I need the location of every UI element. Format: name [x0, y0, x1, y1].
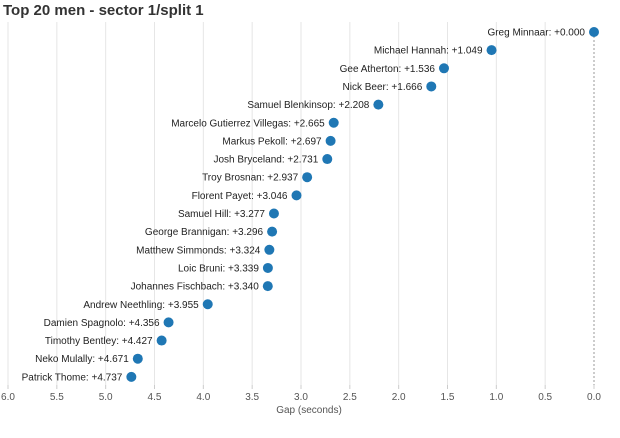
data-point-group: Markus Pekoll: +2.697: [222, 135, 336, 147]
data-point-group: Greg Minnaar: +0.000: [487, 27, 599, 39]
data-point-group: Nick Beer: +1.666: [343, 81, 437, 93]
data-point[interactable]: [163, 317, 174, 328]
data-point[interactable]: [325, 135, 336, 146]
data-point-group: Johannes Fischbach: +3.340: [131, 281, 273, 293]
x-tick-label: 2.5: [343, 392, 357, 403]
x-tick-label: 1.0: [489, 392, 503, 403]
data-label: Samuel Blenkinsop: +2.208: [247, 100, 369, 111]
data-point[interactable]: [132, 353, 143, 364]
data-point[interactable]: [264, 244, 275, 255]
x-axis-label: Gap (seconds): [276, 405, 342, 416]
x-axis: 6.0 5.5 5.0 4.5 4.0 3.5 3.0 2.5 2.0 1.5 1.0 0.5 0.0: [1, 385, 601, 403]
data-point[interactable]: [262, 262, 273, 273]
data-point-group: Patrick Thome: +4.737: [22, 371, 137, 383]
data-label: Nick Beer: +1.666: [343, 82, 423, 93]
data-point-group: Samuel Hill: +3.277: [178, 208, 279, 220]
data-point[interactable]: [302, 172, 313, 183]
x-tick-label: 3.0: [294, 392, 308, 403]
data-point-group: Samuel Blenkinsop: +2.208: [247, 99, 384, 111]
data-label: Troy Brosnan: +2.937: [202, 173, 299, 184]
data-point-group: Andrew Neethling: +3.955: [83, 299, 213, 311]
gridlines: [7, 22, 595, 385]
data-point[interactable]: [589, 27, 599, 37]
data-label: Andrew Neethling: +3.955: [83, 300, 199, 311]
x-tick-label: 1.5: [441, 392, 455, 403]
data-point[interactable]: [267, 226, 278, 237]
data-point-group: Damien Spagnolo: +4.356: [44, 317, 174, 329]
x-tick-label: 4.0: [196, 392, 210, 403]
data-point[interactable]: [262, 281, 273, 292]
data-points: Greg Minnaar: +0.000 Michael Hannah: +1.0…: [22, 27, 599, 383]
data-label: Matthew Simmonds: +3.324: [136, 245, 261, 256]
data-label: Timothy Bentley: +4.427: [45, 336, 153, 347]
data-label: Florent Payet: +3.046: [192, 191, 288, 202]
data-point-group: Gee Atherton: +1.536: [340, 63, 449, 75]
data-point-group: Neko Mulally: +4.671: [35, 353, 143, 365]
data-point-group: Matthew Simmonds: +3.324: [136, 244, 275, 256]
data-point-group: Loic Bruni: +3.339: [178, 262, 273, 274]
data-point-group: Josh Bryceland: +2.731: [213, 154, 333, 166]
data-point[interactable]: [126, 371, 137, 382]
data-point[interactable]: [426, 81, 437, 92]
x-tick-label: 5.5: [50, 392, 64, 403]
data-point-group: Timothy Bentley: +4.427: [45, 335, 167, 347]
data-label: Gee Atherton: +1.536: [340, 64, 436, 75]
data-point-group: Marcelo Gutierrez Villegas: +2.665: [171, 117, 339, 129]
data-point[interactable]: [486, 45, 497, 56]
data-label: Damien Spagnolo: +4.356: [44, 318, 160, 329]
data-point[interactable]: [291, 190, 302, 201]
x-tick-label: 0.5: [538, 392, 552, 403]
data-point[interactable]: [322, 154, 333, 165]
chart-title: Top 20 men - sector 1/split 1: [3, 2, 204, 19]
x-tick-label: 6.0: [1, 392, 15, 403]
data-point[interactable]: [156, 335, 167, 346]
data-point-group: Troy Brosnan: +2.937: [202, 172, 313, 184]
x-tick-label: 5.0: [99, 392, 113, 403]
x-tick-label: 3.5: [245, 392, 259, 403]
data-label: Marcelo Gutierrez Villegas: +2.665: [171, 118, 325, 129]
data-label: Markus Pekoll: +2.697: [222, 136, 322, 147]
data-point-group: Michael Hannah: +1.049: [374, 45, 497, 57]
data-label: George Brannigan: +3.296: [145, 227, 264, 238]
data-point[interactable]: [373, 99, 384, 110]
data-label: Johannes Fischbach: +3.340: [131, 282, 260, 293]
data-label: Josh Bryceland: +2.731: [213, 155, 318, 166]
data-label: Patrick Thome: +4.737: [22, 372, 123, 383]
data-point-group: Florent Payet: +3.046: [192, 190, 302, 202]
data-label: Neko Mulally: +4.671: [35, 354, 129, 365]
x-tick-label: 2.0: [392, 392, 406, 403]
data-point[interactable]: [268, 208, 279, 219]
data-point-group: George Brannigan: +3.296: [145, 226, 278, 238]
x-tick-label: 0.0: [587, 392, 601, 403]
data-label: Michael Hannah: +1.049: [374, 46, 483, 57]
x-tick-label: 4.5: [148, 392, 162, 403]
data-label: Greg Minnaar: +0.000: [487, 28, 585, 39]
data-label: Samuel Hill: +3.277: [178, 209, 265, 220]
data-label: Loic Bruni: +3.339: [178, 263, 259, 274]
data-point[interactable]: [328, 117, 339, 128]
data-point[interactable]: [438, 63, 449, 74]
data-point[interactable]: [202, 299, 213, 310]
